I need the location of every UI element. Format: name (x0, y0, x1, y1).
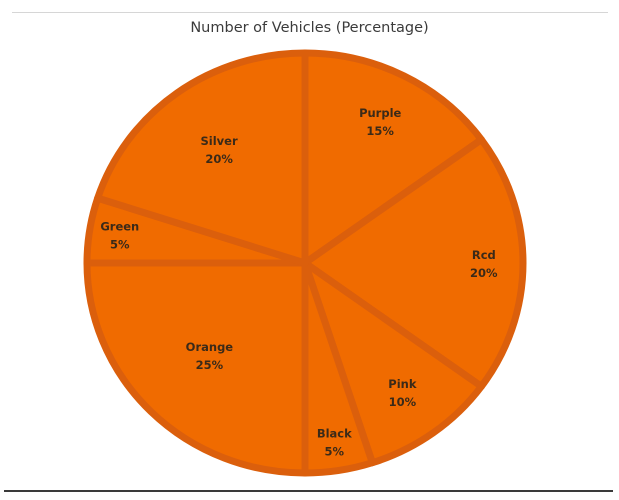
slice-value-pink: 10% (389, 395, 417, 409)
pie-slice-silver (94, 49, 309, 267)
slice-value-red: 20% (470, 266, 498, 280)
pie-slice-purple (301, 49, 485, 267)
top-border (12, 12, 608, 13)
slice-label-silver: Silver (201, 134, 238, 148)
slice-value-black: 5% (325, 444, 345, 458)
bottom-border (4, 490, 613, 492)
slice-label-orange: Orange (186, 340, 234, 354)
slice-value-silver: 20% (205, 152, 233, 166)
slice-label-green: Green (100, 220, 139, 234)
slice-value-purple: 15% (366, 124, 394, 138)
chart-title: Number of Vehicles (Percentage) (190, 20, 429, 36)
pie-slice-orange (83, 259, 309, 477)
pie-slice-red (301, 136, 527, 390)
slice-label-purple: Purple (359, 106, 401, 120)
slice-label-red: Rcd (472, 248, 496, 262)
slice-label-pink: Pink (388, 377, 417, 391)
slice-label-black: Black (317, 426, 352, 440)
slice-value-orange: 25% (196, 358, 224, 372)
slice-value-green: 5% (110, 238, 130, 252)
pie-slice-pink (301, 259, 485, 467)
